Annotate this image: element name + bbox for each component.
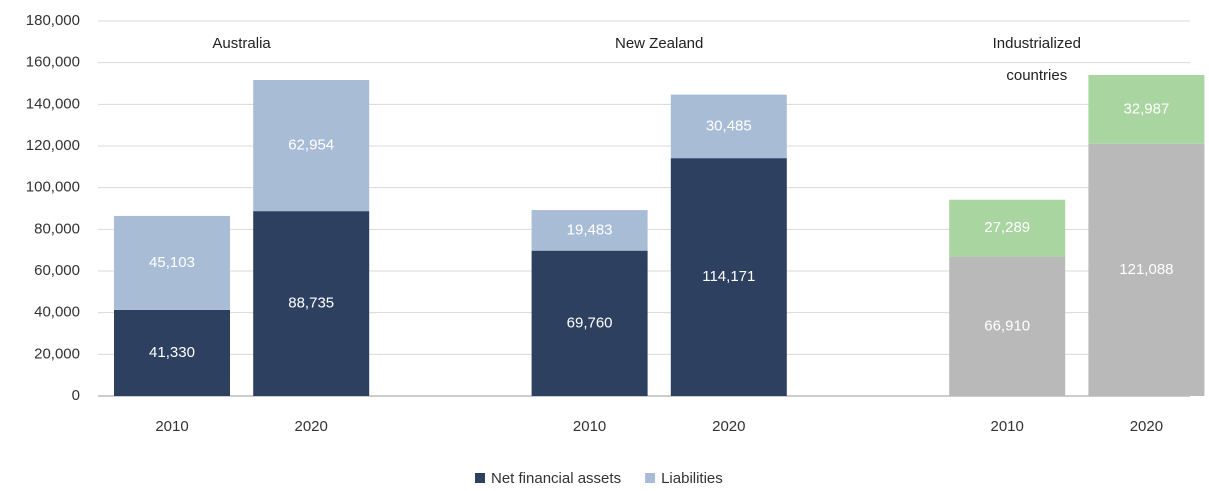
- data-label: 30,485: [706, 117, 752, 134]
- legend-swatch: [475, 473, 485, 483]
- bar-segment: [1088, 143, 1205, 396]
- y-tick-label: 180,000: [26, 12, 80, 29]
- bar-segment: [253, 79, 370, 212]
- y-tick-label: 40,000: [34, 304, 80, 321]
- x-tick-label: 2020: [295, 418, 328, 435]
- bar-segment: [531, 210, 648, 251]
- bar-segment: [670, 94, 787, 159]
- data-label: 32,987: [1123, 100, 1169, 117]
- x-tick-label: 2010: [573, 418, 606, 435]
- data-label: 19,483: [567, 221, 613, 238]
- y-tick-label: 100,000: [26, 179, 80, 196]
- bar-segment: [949, 256, 1066, 396]
- y-tick-label: 0: [72, 387, 80, 404]
- x-tick-label: 2020: [1130, 418, 1163, 435]
- y-tick-label: 60,000: [34, 262, 80, 279]
- data-label: 69,760: [567, 314, 613, 331]
- legend-swatch: [645, 473, 656, 483]
- data-label: 27,289: [984, 219, 1030, 236]
- data-label: 66,910: [984, 317, 1030, 334]
- group-label: New Zealand: [614, 35, 704, 52]
- data-label: 45,103: [149, 254, 195, 271]
- y-tick-label: 120,000: [26, 137, 80, 154]
- y-tick-label: 20,000: [34, 345, 80, 362]
- legend-label: Net financial assets: [491, 470, 621, 487]
- data-label: 114,171: [702, 268, 755, 285]
- x-tick-label: 2010: [155, 418, 188, 435]
- bar-segment: [670, 158, 787, 396]
- group-label: Industrialized countries: [992, 35, 1081, 84]
- y-tick-label: 80,000: [34, 220, 80, 237]
- data-label: 121,088: [1119, 261, 1173, 278]
- bar-segment: [949, 199, 1066, 257]
- legend-label: Liabilities: [661, 470, 723, 487]
- bar-segment: [114, 309, 230, 396]
- bar-segment: [531, 250, 648, 396]
- data-label: 88,735: [288, 295, 334, 312]
- bar-segment: [253, 211, 370, 396]
- data-label: 62,954: [288, 137, 334, 154]
- x-tick-label: 2020: [712, 418, 745, 435]
- bar-segment: [114, 215, 230, 310]
- x-tick-label: 2010: [991, 418, 1024, 435]
- y-tick-label: 160,000: [26, 54, 80, 71]
- data-label: 41,330: [149, 344, 195, 361]
- bar-segment: [1088, 75, 1205, 144]
- group-label: Australia: [212, 35, 271, 52]
- y-tick-label: 140,000: [26, 95, 80, 112]
